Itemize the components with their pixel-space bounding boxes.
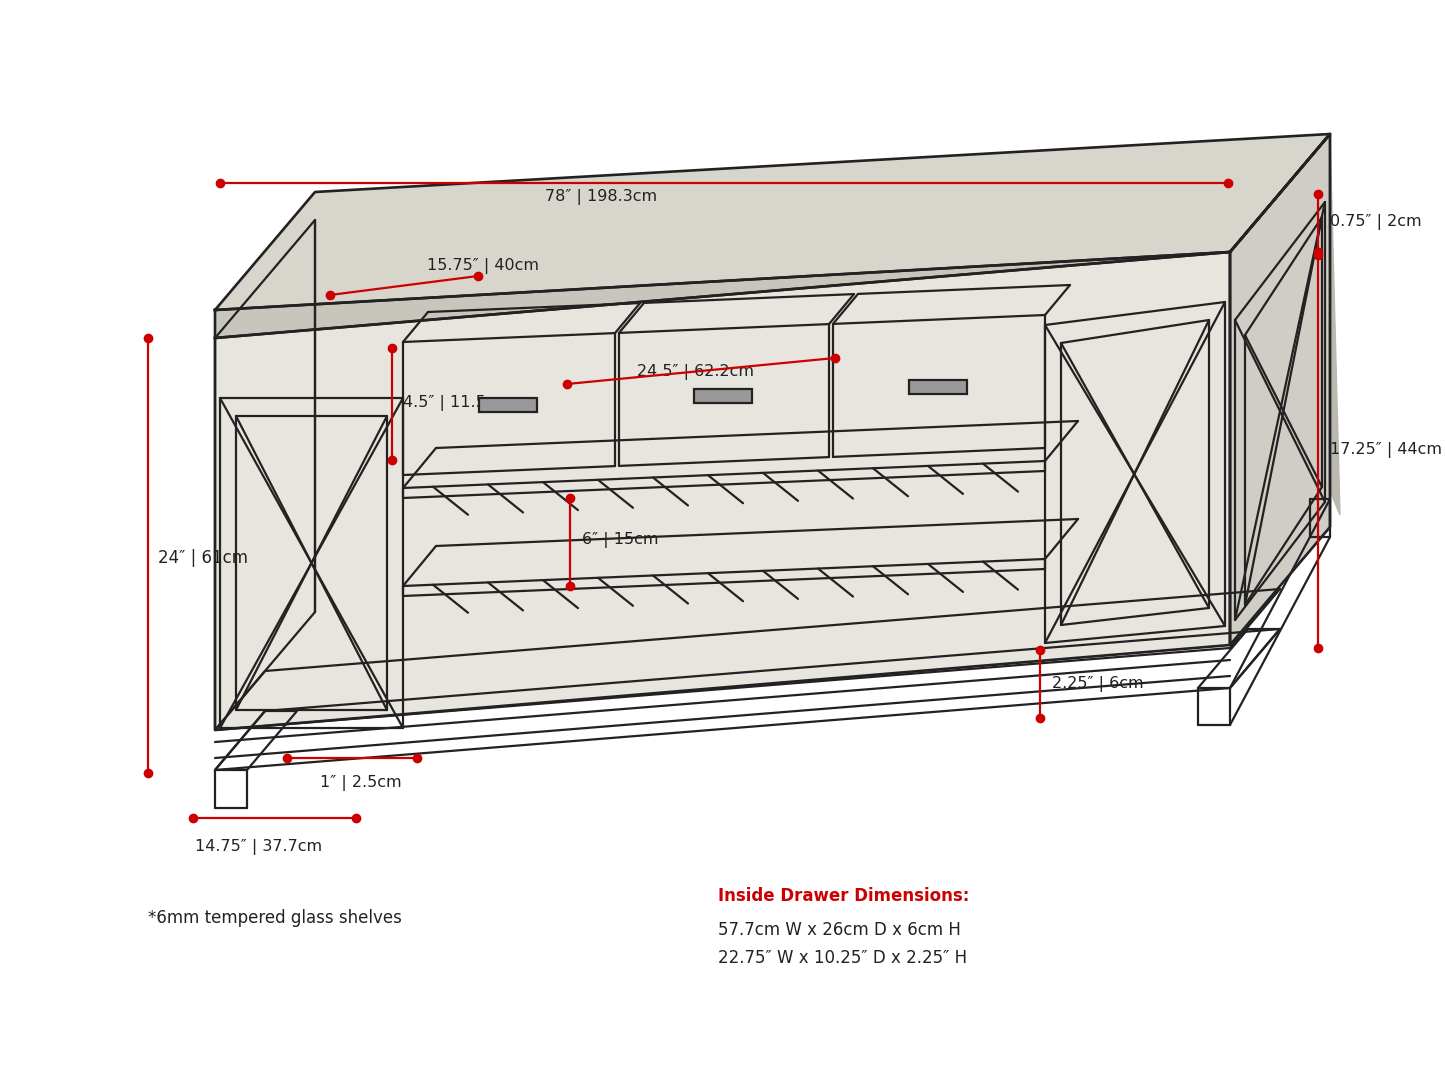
- Text: 57.7cm W x 26cm D x 6cm H: 57.7cm W x 26cm D x 6cm H: [718, 921, 961, 939]
- Text: 14.75″ | 37.7cm: 14.75″ | 37.7cm: [195, 839, 322, 855]
- Text: 17.25″ | 44cm: 17.25″ | 44cm: [1329, 442, 1442, 459]
- Text: 78″ | 198.3cm: 78″ | 198.3cm: [545, 189, 657, 205]
- Text: 6″ | 15cm: 6″ | 15cm: [582, 532, 659, 549]
- Polygon shape: [215, 134, 1329, 310]
- Text: 0.75″ | 2cm: 0.75″ | 2cm: [1329, 214, 1422, 230]
- Text: 2.25″ | 6cm: 2.25″ | 6cm: [1052, 676, 1143, 692]
- Text: 15.75″ | 40cm: 15.75″ | 40cm: [428, 258, 539, 274]
- Text: 1″ | 2.5cm: 1″ | 2.5cm: [319, 775, 402, 791]
- Text: 24″ | 61cm: 24″ | 61cm: [158, 549, 249, 567]
- Text: 4.5″ | 11.5cm: 4.5″ | 11.5cm: [403, 395, 510, 411]
- Text: 22.75″ W x 10.25″ D x 2.25″ H: 22.75″ W x 10.25″ D x 2.25″ H: [718, 948, 967, 967]
- Polygon shape: [1230, 134, 1340, 515]
- Text: *6mm tempered glass shelves: *6mm tempered glass shelves: [147, 909, 402, 927]
- FancyBboxPatch shape: [909, 380, 967, 393]
- Polygon shape: [215, 251, 1230, 338]
- Polygon shape: [1230, 134, 1329, 645]
- Text: 24.5″ | 62.2cm: 24.5″ | 62.2cm: [637, 364, 754, 380]
- FancyBboxPatch shape: [694, 389, 751, 403]
- FancyBboxPatch shape: [478, 398, 538, 412]
- Polygon shape: [215, 251, 1230, 730]
- Text: Inside Drawer Dimensions:: Inside Drawer Dimensions:: [718, 887, 970, 905]
